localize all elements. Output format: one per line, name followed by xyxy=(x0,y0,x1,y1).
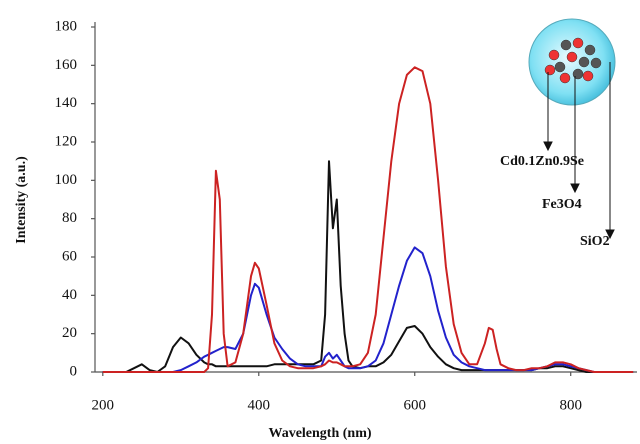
y-tick-label: 160 xyxy=(55,57,78,73)
y-tick-label: 80 xyxy=(62,210,77,226)
series-line xyxy=(102,160,634,373)
y-axis-label: Intensity (a.u.) xyxy=(14,156,29,244)
inset-particle xyxy=(528,18,616,240)
x-axis-label: Wavelength (nm) xyxy=(268,426,371,441)
x-tick-label: 400 xyxy=(248,397,271,413)
x-tick-label: 600 xyxy=(403,397,426,413)
series-line xyxy=(102,246,634,373)
y-tick-label: 140 xyxy=(55,95,78,111)
x-tick-label: 800 xyxy=(559,397,582,413)
y-tick-label: 60 xyxy=(62,248,77,264)
series-line xyxy=(102,66,634,373)
y-tick-label: 40 xyxy=(62,287,77,303)
x-tick-label: 200 xyxy=(92,397,115,413)
y-tick-label: 180 xyxy=(55,18,78,34)
y-tick-label: 120 xyxy=(55,133,78,149)
annotation: Fe3O4 xyxy=(542,197,582,212)
annotation: SiO2 xyxy=(580,234,610,249)
y-tick-label: 100 xyxy=(55,172,78,188)
y-tick-label: 0 xyxy=(70,363,78,379)
y-tick-label: 20 xyxy=(62,325,77,341)
annotation: Cd0.1Zn0.9Se xyxy=(500,154,584,169)
